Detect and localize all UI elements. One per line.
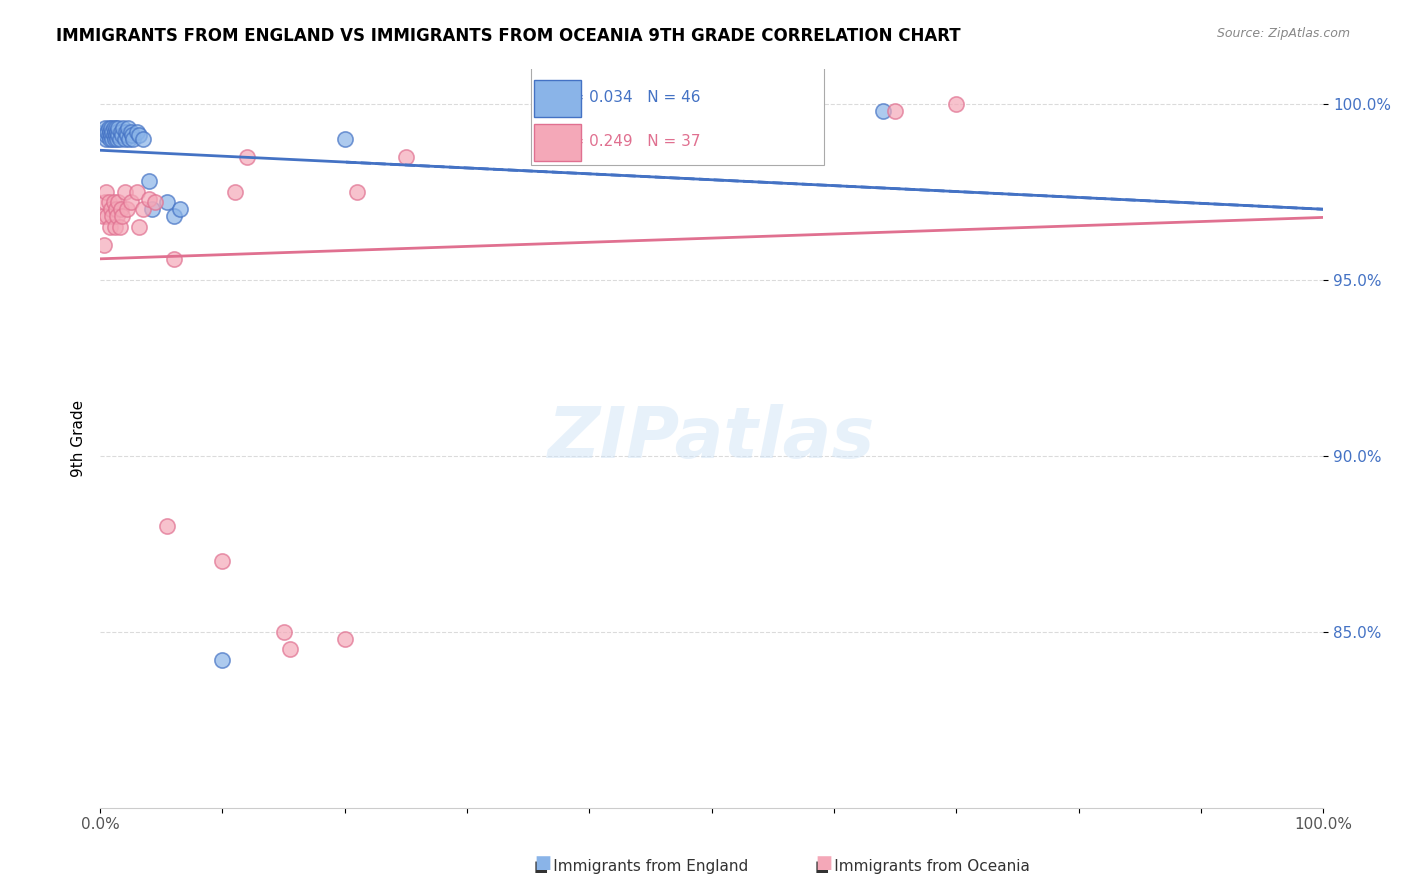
- Text: R = 0.034   N = 46: R = 0.034 N = 46: [547, 90, 692, 104]
- Immigrants from Oceania: [97, 195, 120, 210]
- Immigrants from England: [156, 195, 179, 210]
- Text: R = 0.249   N = 37: R = 0.249 N = 37: [557, 134, 700, 149]
- Immigrants from England: [103, 121, 125, 136]
- Text: ■ Immigrants from England: ■ Immigrants from England: [534, 859, 748, 874]
- Immigrants from England: [97, 128, 120, 143]
- Immigrants from England: [114, 125, 136, 139]
- Immigrants from England: [128, 128, 150, 143]
- Immigrants from England: [105, 121, 128, 136]
- Immigrants from Oceania: [236, 149, 259, 163]
- Immigrants from England: [110, 125, 132, 139]
- Y-axis label: 9th Grade: 9th Grade: [72, 400, 86, 476]
- FancyBboxPatch shape: [534, 124, 581, 161]
- Text: Source: ZipAtlas.com: Source: ZipAtlas.com: [1216, 27, 1350, 40]
- Immigrants from Oceania: [115, 202, 138, 217]
- Immigrants from England: [101, 132, 124, 146]
- Immigrants from Oceania: [96, 185, 118, 199]
- Immigrants from England: [111, 128, 134, 143]
- Immigrants from England: [333, 132, 356, 146]
- Immigrants from Oceania: [114, 185, 136, 199]
- Immigrants from Oceania: [94, 195, 117, 210]
- Immigrants from England: [132, 132, 155, 146]
- Text: ■: ■: [534, 855, 551, 872]
- Immigrants from Oceania: [120, 195, 142, 210]
- Immigrants from England: [105, 128, 128, 143]
- Immigrants from England: [118, 132, 141, 146]
- Immigrants from Oceania: [162, 252, 184, 266]
- Immigrants from Oceania: [108, 219, 131, 234]
- Immigrants from England: [211, 653, 233, 667]
- Immigrants from Oceania: [125, 185, 148, 199]
- Immigrants from Oceania: [346, 185, 368, 199]
- Immigrants from Oceania: [91, 210, 114, 224]
- Immigrants from England: [122, 132, 145, 146]
- Immigrants from Oceania: [945, 96, 967, 111]
- Immigrants from England: [107, 121, 129, 136]
- Immigrants from Oceania: [100, 202, 122, 217]
- Immigrants from England: [117, 121, 139, 136]
- Immigrants from Oceania: [111, 210, 134, 224]
- Immigrants from England: [115, 128, 138, 143]
- Immigrants from England: [105, 125, 128, 139]
- FancyBboxPatch shape: [530, 65, 824, 165]
- Immigrants from England: [93, 125, 115, 139]
- Immigrants from Oceania: [132, 202, 155, 217]
- Immigrants from England: [138, 174, 160, 188]
- Immigrants from England: [96, 132, 118, 146]
- Immigrants from Oceania: [128, 219, 150, 234]
- Immigrants from Oceania: [278, 642, 301, 657]
- Immigrants from England: [112, 121, 135, 136]
- Immigrants from Oceania: [101, 210, 124, 224]
- Immigrants from England: [107, 128, 129, 143]
- Immigrants from Oceania: [104, 219, 127, 234]
- Immigrants from Oceania: [105, 210, 128, 224]
- Immigrants from England: [125, 125, 148, 139]
- Immigrants from England: [104, 132, 127, 146]
- Immigrants from Oceania: [93, 237, 115, 252]
- Immigrants from England: [162, 210, 184, 224]
- Immigrants from Oceania: [156, 519, 179, 533]
- Immigrants from England: [104, 125, 127, 139]
- Immigrants from Oceania: [110, 202, 132, 217]
- Immigrants from Oceania: [884, 103, 907, 118]
- Immigrants from Oceania: [143, 195, 166, 210]
- Text: R = 0.034   N = 46: R = 0.034 N = 46: [557, 90, 700, 104]
- Immigrants from England: [120, 125, 142, 139]
- Immigrants from Oceania: [395, 149, 418, 163]
- Immigrants from England: [114, 132, 136, 146]
- Immigrants from England: [96, 125, 118, 139]
- Immigrants from Oceania: [96, 210, 118, 224]
- Immigrants from England: [105, 132, 128, 146]
- Immigrants from England: [94, 121, 117, 136]
- Immigrants from Oceania: [211, 554, 233, 568]
- Immigrants from Oceania: [138, 192, 160, 206]
- Immigrants from England: [141, 202, 163, 217]
- Immigrants from England: [100, 128, 122, 143]
- Immigrants from England: [97, 121, 120, 136]
- Text: ■ Immigrants from Oceania: ■ Immigrants from Oceania: [815, 859, 1031, 874]
- Immigrants from Oceania: [103, 195, 125, 210]
- Immigrants from England: [108, 132, 131, 146]
- Immigrants from Oceania: [224, 185, 246, 199]
- Text: ■: ■: [815, 855, 832, 872]
- Immigrants from England: [169, 202, 191, 217]
- Immigrants from Oceania: [107, 195, 129, 210]
- Immigrants from England: [98, 132, 121, 146]
- Text: R = 0.249   N = 37: R = 0.249 N = 37: [547, 138, 692, 153]
- Immigrants from Oceania: [98, 219, 121, 234]
- Immigrants from England: [121, 128, 143, 143]
- FancyBboxPatch shape: [534, 79, 581, 117]
- Immigrants from England: [96, 128, 118, 143]
- Immigrants from Oceania: [273, 624, 295, 639]
- Immigrants from Oceania: [333, 632, 356, 646]
- Immigrants from Oceania: [105, 202, 128, 217]
- Immigrants from England: [100, 121, 122, 136]
- Immigrants from England: [98, 125, 121, 139]
- Immigrants from England: [103, 128, 125, 143]
- Text: IMMIGRANTS FROM ENGLAND VS IMMIGRANTS FROM OCEANIA 9TH GRADE CORRELATION CHART: IMMIGRANTS FROM ENGLAND VS IMMIGRANTS FR…: [56, 27, 960, 45]
- Immigrants from England: [101, 125, 124, 139]
- Text: ZIPatlas: ZIPatlas: [548, 403, 876, 473]
- Immigrants from England: [872, 103, 894, 118]
